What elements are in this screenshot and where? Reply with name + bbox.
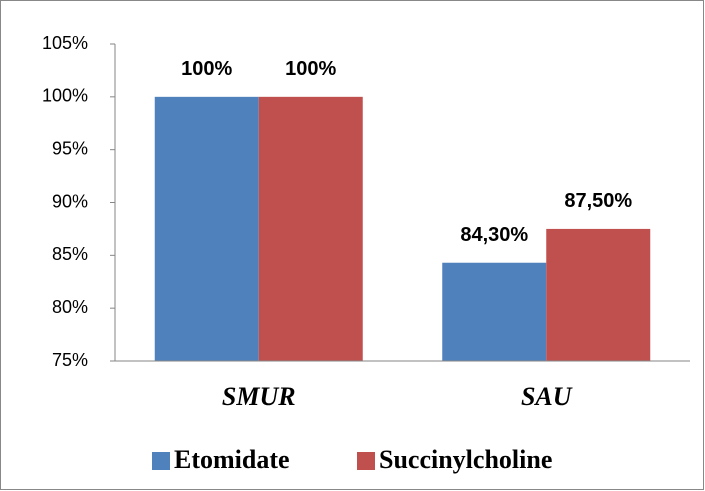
x-tick-label: SAU: [521, 382, 573, 411]
y-tick-label: 75%: [52, 350, 88, 370]
y-tick-label: 105%: [42, 33, 88, 53]
bar: [154, 96, 259, 361]
legend-swatch: [357, 452, 375, 470]
bar: [546, 228, 651, 361]
data-label: 100%: [285, 58, 336, 80]
x-tick-label: SMUR: [222, 382, 296, 411]
legend-label: Etomidate: [174, 445, 290, 474]
bar: [442, 262, 547, 361]
legend-swatch: [152, 452, 170, 470]
data-label: 100%: [181, 58, 232, 80]
bar: [258, 96, 363, 361]
data-label: 84,30%: [460, 224, 528, 246]
y-tick-label: 100%: [42, 86, 88, 106]
y-tick-label: 95%: [52, 138, 88, 158]
data-label: 87,50%: [564, 190, 632, 212]
y-tick-label: 80%: [52, 297, 88, 317]
legend-label: Succinylcholine: [379, 445, 552, 474]
y-tick-label: 90%: [52, 191, 88, 211]
y-tick-label: 85%: [52, 244, 88, 264]
